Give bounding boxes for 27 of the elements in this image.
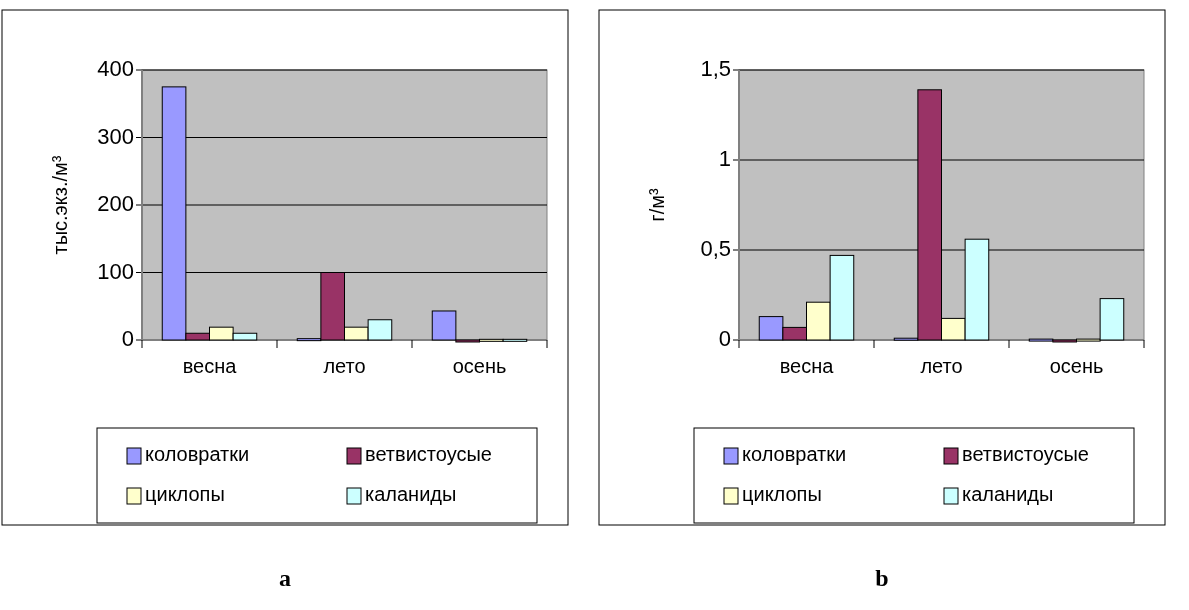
y-axis-title: г/м³ xyxy=(646,188,669,222)
y-tick-label: 400 xyxy=(97,55,134,81)
y-tick-label: 0,5 xyxy=(700,235,731,261)
y-axis-title: тыс.экз./м³ xyxy=(49,155,72,255)
x-tick-label: весна xyxy=(182,355,238,378)
y-tick-label: 0 xyxy=(121,325,134,351)
y-tick-label: 100 xyxy=(97,258,134,284)
y-tick-label: 0 xyxy=(718,325,731,351)
legend-label: коловратки xyxy=(742,443,847,466)
x-tick-label: лето xyxy=(323,355,366,378)
x-tick-label: осень xyxy=(1049,355,1104,378)
text: b xyxy=(875,564,889,591)
legend-label: каланиды xyxy=(962,483,1054,506)
y-tick-label: 1,5 xyxy=(700,55,731,81)
legend-label: ветвистоусые xyxy=(962,443,1089,466)
x-tick-label: весна xyxy=(779,355,835,378)
legend-label: каланиды xyxy=(365,483,457,506)
y-tick-label: 1 xyxy=(718,145,731,171)
x-tick-label: лето xyxy=(920,355,963,378)
y-tick-label: 200 xyxy=(97,190,134,216)
text: a xyxy=(279,564,291,591)
legend-label: циклопы xyxy=(145,483,225,506)
x-tick-label: осень xyxy=(452,355,507,378)
legend-label: циклопы xyxy=(742,483,822,506)
legend-label: ветвистоусые xyxy=(365,443,492,466)
legend-label: коловратки xyxy=(145,443,250,466)
y-tick-label: 300 xyxy=(97,123,134,149)
